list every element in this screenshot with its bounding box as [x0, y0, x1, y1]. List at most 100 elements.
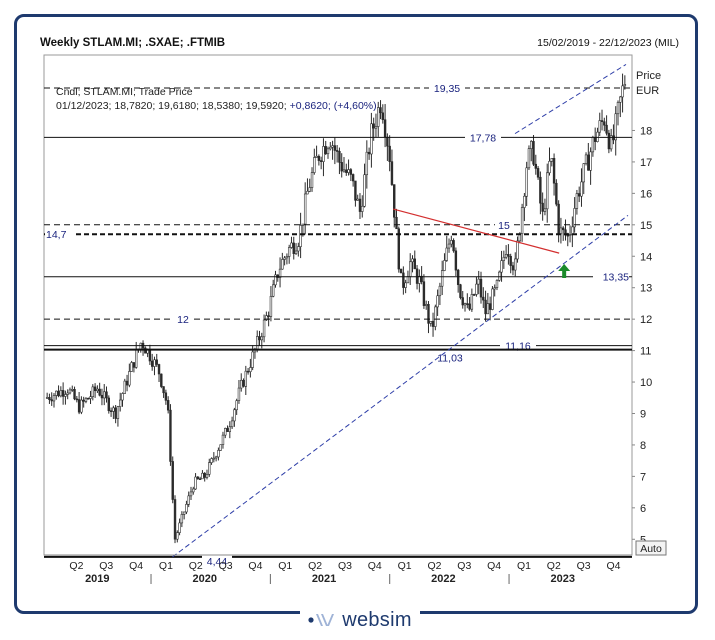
candles: [45, 73, 627, 544]
candle-body: [242, 379, 245, 387]
candle-body: [605, 124, 608, 134]
candle-body: [502, 256, 506, 261]
candle-body: [507, 254, 510, 257]
candle-body: [477, 278, 480, 285]
chart-title: Weekly STLAM.MI; .SXAE; .FTMIB: [40, 37, 225, 49]
candle-body: [249, 367, 252, 373]
candle-body: [132, 362, 136, 368]
y-tick-label: 10: [640, 377, 652, 389]
candle-body: [164, 392, 168, 401]
candle-body: [495, 280, 499, 288]
candle-body: [150, 360, 154, 367]
candle-body: [598, 120, 601, 133]
candle-body: [64, 394, 67, 397]
candle-body: [568, 234, 572, 236]
candle-body: [45, 397, 49, 399]
level-label: 11,03: [437, 353, 463, 365]
candle-body: [402, 272, 405, 288]
candle-body: [607, 132, 611, 150]
candle-body: [262, 319, 266, 338]
candle-body: [614, 113, 617, 141]
candle-body: [194, 476, 197, 490]
candle-body: [189, 491, 193, 497]
candle-body: [493, 287, 496, 290]
candle-body: [237, 387, 241, 401]
candle-body: [550, 158, 553, 162]
candle-body: [77, 399, 81, 413]
candle-body: [438, 285, 442, 297]
candle-body: [404, 282, 407, 288]
y-tick-label: 17: [640, 157, 652, 169]
candle-body: [123, 380, 126, 394]
buy-signal-arrow-icon: [558, 263, 571, 278]
candle-body: [166, 400, 170, 411]
candle-body: [363, 174, 366, 207]
candle-body: [139, 342, 142, 350]
candle-body: [422, 281, 426, 306]
level-label: 19,35: [434, 83, 460, 95]
candle-body: [523, 195, 526, 208]
candle-body: [267, 315, 270, 317]
candle-body: [178, 522, 181, 533]
candle-body: [169, 409, 172, 462]
x-quarter-label: Q2: [189, 560, 203, 572]
websim-logo-icon: [308, 614, 335, 626]
candle-body: [619, 96, 622, 103]
x-quarter-label: Q3: [338, 560, 352, 572]
candle-body: [345, 169, 348, 173]
auto-scale-label[interactable]: Auto: [640, 543, 662, 555]
candle-body: [100, 394, 104, 399]
candle-body: [409, 261, 412, 277]
candle-body: [157, 364, 161, 375]
candle-body: [176, 532, 179, 540]
candle-body: [119, 399, 122, 407]
candle-body: [543, 208, 547, 212]
candle-body: [530, 141, 533, 149]
candle-body: [395, 216, 398, 230]
candle-body: [93, 386, 97, 392]
level-label-bg: [593, 270, 629, 283]
auto-scale-button[interactable]: [635, 540, 667, 556]
candle-body: [57, 390, 60, 397]
candle-body: [210, 458, 213, 463]
candle-body: [397, 228, 400, 270]
candle-body: [557, 203, 560, 235]
candle-body: [383, 119, 387, 138]
candle-body: [584, 154, 588, 164]
candle-body: [466, 303, 469, 305]
candle-body: [187, 495, 190, 505]
currency-axis-label: EUR: [636, 85, 659, 97]
level-label: 4,44: [207, 556, 228, 568]
x-quarter-label: Q3: [219, 560, 233, 572]
candle-body: [447, 243, 451, 249]
candle-body: [347, 169, 350, 173]
level-label-bg: [429, 82, 465, 95]
candle-body: [201, 472, 204, 480]
y-tick-label: 11: [640, 346, 651, 358]
candle-body: [548, 160, 551, 174]
candle-body: [82, 399, 85, 402]
candle-body: [303, 193, 307, 225]
candle-body: [308, 187, 311, 192]
x-quarter-label: Q2: [547, 560, 561, 572]
x-year-label: 2023: [551, 573, 575, 585]
candle-body: [116, 406, 120, 419]
candle-body: [292, 242, 295, 254]
candle-body: [256, 336, 259, 350]
level-label-bg: [432, 351, 468, 364]
candle-body: [413, 258, 416, 270]
x-year-label: 2021: [312, 573, 336, 585]
candle-body: [96, 388, 99, 392]
candle-body: [251, 351, 254, 368]
candle-body: [504, 254, 508, 258]
candle-body: [573, 208, 576, 228]
y-tick-label: 15: [640, 220, 652, 232]
level-label-bg: [202, 554, 232, 567]
candle-body: [329, 146, 332, 150]
candle-body: [235, 400, 238, 411]
candle-body: [68, 389, 72, 394]
candle-body: [587, 154, 590, 171]
candle-body: [87, 397, 90, 400]
